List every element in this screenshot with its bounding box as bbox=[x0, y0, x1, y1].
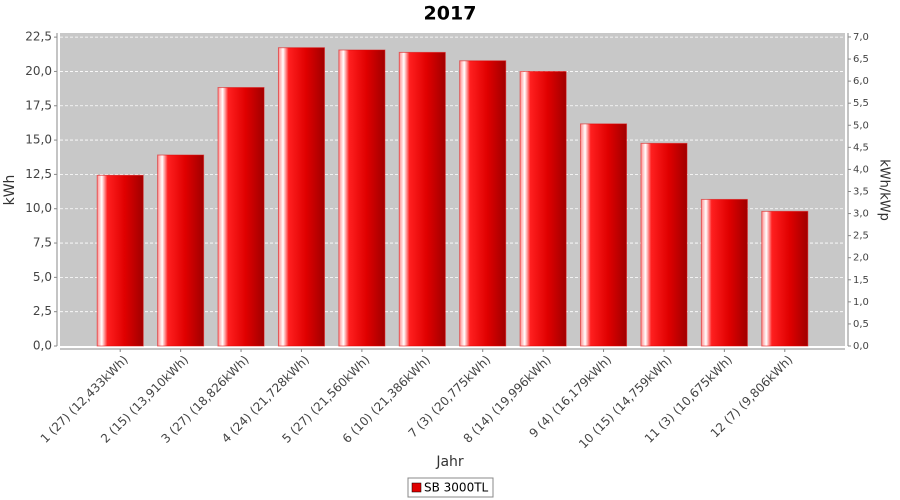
bar bbox=[761, 210, 809, 347]
legend-label: SB 3000TL bbox=[424, 481, 489, 495]
y-tick-label: 7,5 bbox=[33, 236, 52, 250]
bar bbox=[217, 87, 265, 347]
y2-tick-label: 2,0 bbox=[853, 253, 869, 264]
y2-tick-label: 7,0 bbox=[853, 32, 869, 43]
x-axis-title: Jahr bbox=[435, 454, 464, 470]
bar bbox=[338, 49, 386, 347]
bar bbox=[700, 198, 748, 347]
y-axis-title: kWh bbox=[2, 175, 18, 206]
bar bbox=[277, 47, 325, 347]
bar bbox=[157, 154, 205, 347]
y-tick-label: 22,5 bbox=[25, 30, 52, 44]
legend bbox=[407, 477, 494, 498]
y2-tick-label: 4,0 bbox=[853, 164, 869, 175]
bar bbox=[580, 123, 628, 347]
y2-tick-label: 2,5 bbox=[853, 231, 869, 242]
y2-tick-label: 0,0 bbox=[853, 341, 869, 352]
legend-swatch bbox=[411, 482, 422, 493]
y2-tick-label: 6,0 bbox=[853, 76, 869, 87]
chart-title: 2017 bbox=[424, 3, 477, 25]
y2-tick-label: 5,5 bbox=[853, 98, 869, 109]
y-tick-label: 2,5 bbox=[33, 304, 52, 318]
y2-tick-label: 6,5 bbox=[853, 54, 869, 65]
y2-tick-label: 3,0 bbox=[853, 209, 869, 220]
bar bbox=[96, 174, 144, 347]
y-tick-label: 10,0 bbox=[25, 201, 52, 215]
y-tick-label: 20,0 bbox=[25, 64, 52, 78]
y2-tick-label: 4,5 bbox=[853, 142, 869, 153]
y2-tick-label: 1,5 bbox=[853, 275, 869, 286]
bar bbox=[459, 60, 507, 347]
y-tick-label: 5,0 bbox=[33, 270, 52, 284]
bar bbox=[398, 51, 446, 347]
bar bbox=[640, 142, 688, 347]
y-tick-label: 0,0 bbox=[33, 339, 52, 353]
y2-tick-label: 5,0 bbox=[853, 120, 869, 131]
y2-tick-label: 1,0 bbox=[853, 297, 869, 308]
y-tick-label: 17,5 bbox=[25, 98, 52, 112]
y2-axis-title: kWh/kWp bbox=[877, 159, 892, 221]
y2-tick-label: 0,5 bbox=[853, 319, 869, 330]
y2-tick-label: 3,5 bbox=[853, 186, 869, 197]
y-tick-label: 15,0 bbox=[25, 133, 52, 147]
y-tick-label: 12,5 bbox=[25, 167, 52, 181]
bar bbox=[519, 70, 567, 347]
